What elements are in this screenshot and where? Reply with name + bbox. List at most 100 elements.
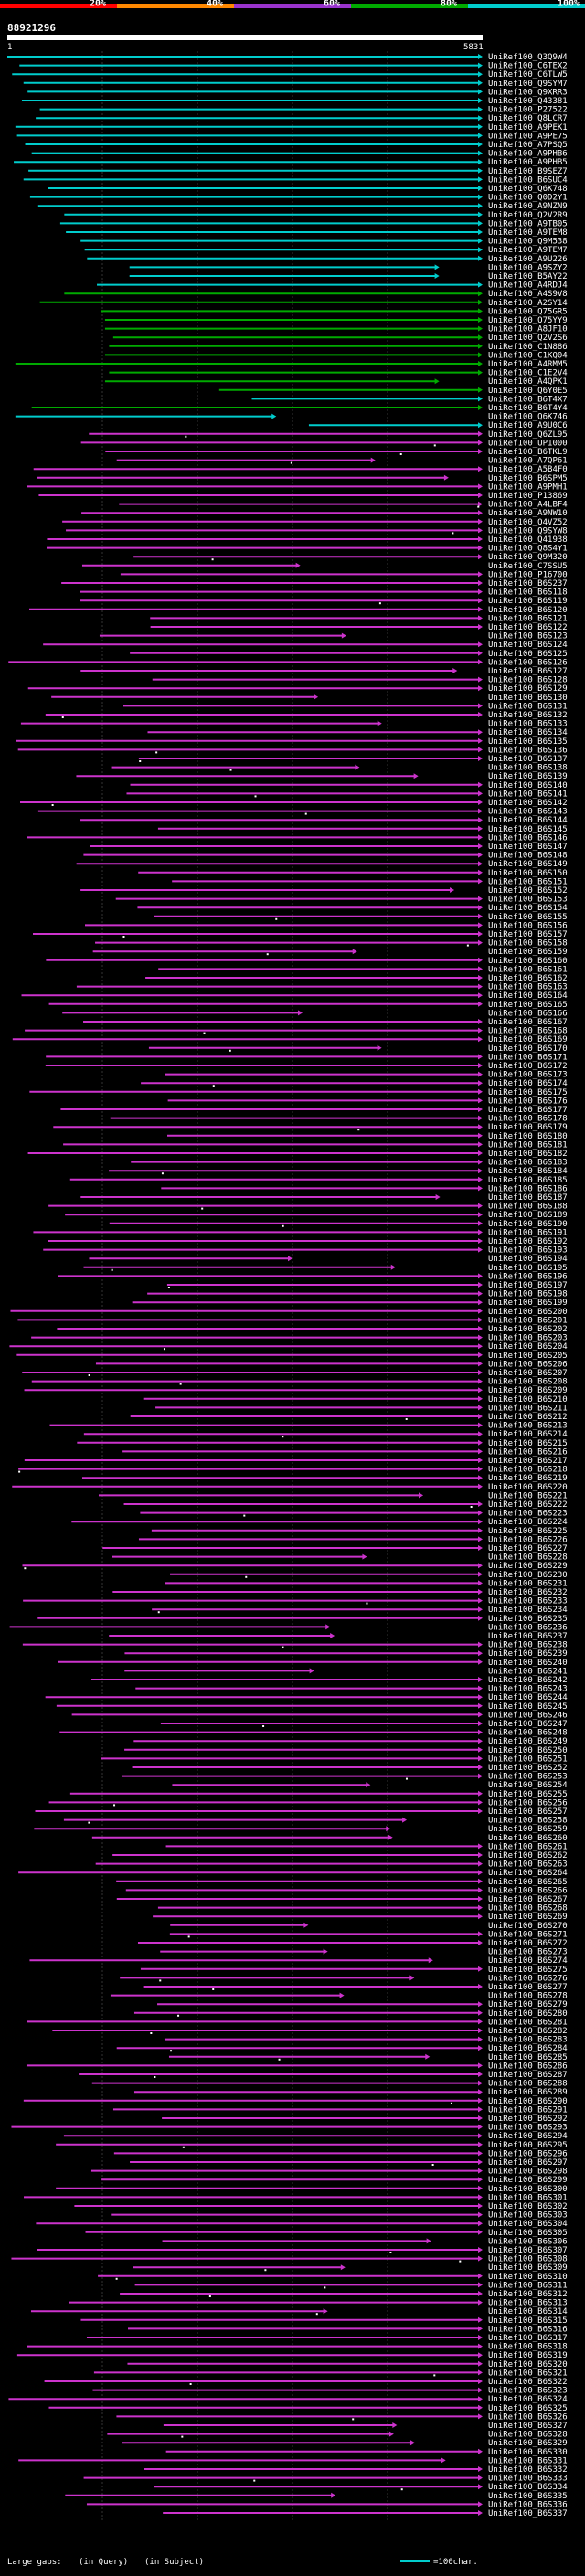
alignment-arrow: [478, 843, 483, 849]
alignment-row: UniRef100_B6S200: [10, 1308, 568, 1317]
row-label: UniRef100_B5AY22: [488, 272, 568, 281]
alignment-row: UniRef100_B6S287: [79, 2071, 568, 2080]
alignment-arrow: [478, 1536, 483, 1542]
alignment-row: UniRef100_B6S317: [86, 2334, 568, 2343]
alignment-row: UniRef100_B6S180: [166, 1132, 568, 1141]
alignment-arrow: [478, 712, 483, 717]
row-label: UniRef100_B6S263: [488, 1860, 568, 1870]
alignment-arrow: [478, 2203, 483, 2209]
alignment-arrow: [331, 2492, 336, 2498]
alignment-row: UniRef100_Q6Y0E5: [218, 387, 568, 396]
gap-marker: [18, 1470, 21, 1473]
alignment-arrow: [478, 1448, 483, 1455]
alignment-row: UniRef100_B6S290: [23, 2097, 568, 2106]
gap-marker: [431, 2164, 434, 2166]
identity-color-scale: 20% 40% 60% 80% 100%: [0, 0, 585, 8]
alignment-arrow: [388, 2431, 394, 2437]
alignment-row: UniRef100_B6S279: [157, 2000, 568, 2009]
row-label: UniRef100_B6S206: [488, 1360, 568, 1369]
alignment-arrow: [478, 1808, 483, 1814]
alignment-row: UniRef100_B6S131: [123, 702, 568, 711]
alignment-row: UniRef100_A9PE75: [16, 132, 568, 141]
alignment-row: UniRef100_B6S235: [37, 1615, 568, 1624]
alignment-row: UniRef100_B6TKL9: [105, 448, 568, 457]
gap-marker: [61, 716, 64, 718]
alignment-row: UniRef100_A9PHB5: [14, 158, 568, 167]
row-label: UniRef100_B6S243: [488, 1685, 568, 1694]
row-label: UniRef100_B6S278: [488, 1992, 568, 2001]
alignment-row: UniRef100_Q75YY9: [104, 316, 568, 325]
alignment-arrow: [478, 1580, 483, 1586]
alignment-row: UniRef100_B6S240: [58, 1659, 568, 1668]
alignment-arrow: [355, 764, 360, 770]
alignment-row: UniRef100_B6S158: [95, 939, 568, 949]
alignment-row: UniRef100_B6S265: [116, 1878, 568, 1887]
alignment-row: UniRef100_A9NZN9: [37, 202, 568, 211]
row-label: UniRef100_B6S150: [488, 869, 568, 878]
alignment-row: UniRef100_B6S172: [45, 1062, 568, 1071]
row-label: UniRef100_A9PMH1: [488, 482, 568, 492]
alignment-arrow: [478, 2404, 483, 2411]
row-label: UniRef100_B6S295: [488, 2141, 568, 2150]
alignment-row: UniRef100_B6S281: [27, 2018, 568, 2027]
alignment-arrow: [478, 1870, 483, 1876]
gap-marker: [290, 461, 292, 464]
alignment-arrow: [434, 273, 440, 279]
alignment-arrow: [478, 291, 483, 297]
alignment-arrow: [441, 2457, 446, 2464]
alignment-arrow: [478, 98, 483, 103]
alignment-row: UniRef100_B6S121: [150, 614, 568, 623]
gap-marker: [264, 2269, 267, 2272]
alignment-row: UniRef100_B6S149: [76, 860, 568, 869]
row-label: UniRef100_B6S160: [488, 957, 568, 966]
row-label: UniRef100_Q3Q9W4: [488, 53, 568, 62]
row-label: UniRef100_B6S247: [488, 1720, 568, 1729]
alignment-row: UniRef100_B6S198: [147, 1290, 568, 1299]
alignment-row: UniRef100_B6S196: [58, 1272, 568, 1281]
alignment-arrow: [478, 1282, 483, 1288]
row-label: UniRef100_B6S119: [488, 597, 568, 606]
row-label: UniRef100_B6S127: [488, 667, 568, 676]
alignment-arrow: [478, 1483, 483, 1489]
alignment-arrow: [478, 1063, 483, 1068]
alignment-row: UniRef100_B6S234: [152, 1606, 568, 1615]
alignment-arrow: [478, 1036, 483, 1043]
alignment-row: UniRef100_B6S217: [24, 1457, 568, 1466]
row-label: UniRef100_B6S254: [488, 1781, 568, 1790]
alignment-arrow: [478, 975, 483, 981]
row-label: UniRef100_B6S250: [488, 1746, 568, 1755]
row-label: UniRef100_B6S290: [488, 2097, 568, 2106]
row-label: UniRef100_B6S157: [488, 930, 568, 939]
row-label: UniRef100_B6S259: [488, 1825, 568, 1834]
row-label: UniRef100_B6S225: [488, 1527, 568, 1536]
alignment-row: UniRef100_B6S229: [22, 1562, 568, 1571]
row-label: UniRef100_B6S159: [488, 948, 568, 957]
alignment-arrow: [478, 747, 483, 753]
row-label: UniRef100_B6S184: [488, 1167, 568, 1176]
alignment-row: UniRef100_B6S333: [83, 2475, 568, 2484]
row-label: UniRef100_B6S197: [488, 1281, 568, 1290]
alignment-row: UniRef100_A4RDJ4: [97, 281, 568, 291]
alignment-row: UniRef100_B6S245: [56, 1702, 568, 1712]
alignment-arrow: [478, 1904, 483, 1911]
row-label: UniRef100_B6S261: [488, 1842, 568, 1851]
row-label: UniRef100_C6TLW5: [488, 70, 568, 80]
alignment-arrow: [478, 211, 483, 217]
gap-marker: [113, 1804, 116, 1807]
alignment-row: UniRef100_B6S224: [71, 1518, 568, 1527]
alignment-row: UniRef100_A7QP61: [116, 457, 568, 466]
alignment-arrow: [478, 466, 483, 472]
row-label: UniRef100_Q9XRR3: [488, 88, 568, 97]
alignment-row: UniRef100_B6S213: [49, 1422, 568, 1431]
row-label: UniRef100_B6S195: [488, 1264, 568, 1273]
scale-segment-4: [351, 4, 468, 8]
scale-label-5: 100%: [558, 0, 580, 8]
row-label: UniRef100_B6S335: [488, 2492, 568, 2501]
alignment-arrow: [478, 1395, 483, 1402]
alignment-arrow: [413, 773, 419, 779]
row-label: UniRef100_B6S226: [488, 1535, 568, 1544]
alignment-row: UniRef100_B6S221: [98, 1491, 568, 1500]
alignment-arrow: [478, 1659, 483, 1665]
alignment-arrow: [288, 1256, 292, 1262]
row-label: UniRef100_B6S205: [488, 1352, 568, 1361]
